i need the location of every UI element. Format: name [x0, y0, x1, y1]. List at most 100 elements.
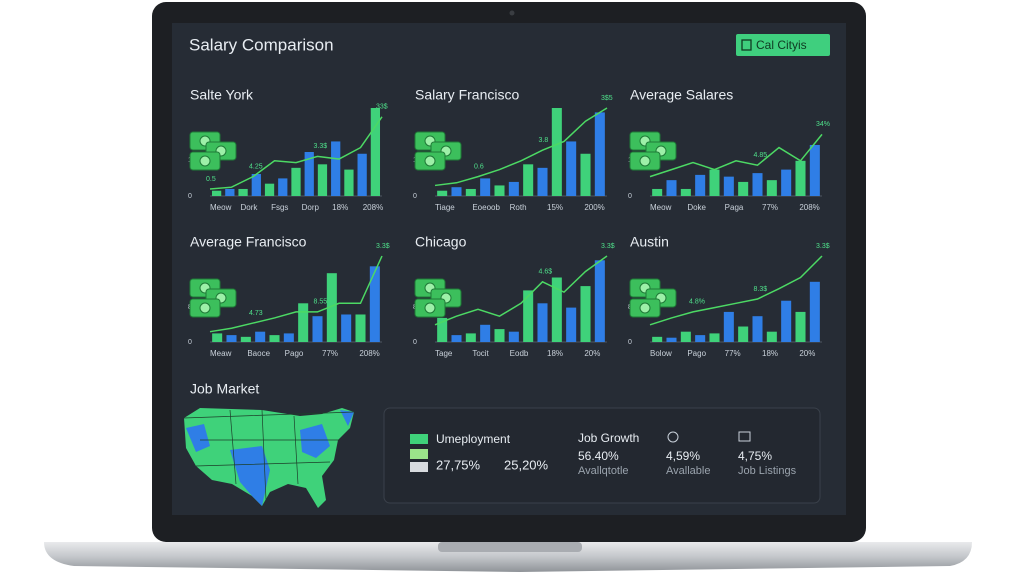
legend-swatch: [410, 449, 428, 459]
legend-swatch: [410, 434, 428, 444]
bar: [437, 190, 448, 196]
page-title: Salary Comparison: [189, 35, 334, 54]
city-button[interactable]: [736, 34, 830, 56]
line-annotation: 3.3$: [816, 243, 830, 250]
axis-label: 0: [628, 193, 632, 200]
category-label: 18%: [762, 349, 778, 358]
button-label[interactable]: Cal Cityis: [756, 38, 807, 52]
bar: [238, 188, 248, 196]
bar: [752, 316, 763, 342]
panel-title: Salary Francisco: [415, 87, 519, 103]
line-annotation: 3.3$: [601, 243, 615, 250]
button-icon: [741, 39, 752, 51]
bar: [709, 333, 720, 342]
us-map: [183, 408, 355, 508]
bar: [523, 164, 534, 196]
bar: [480, 178, 491, 196]
stats-card: [383, 407, 821, 504]
line-annotation: 8.3$: [754, 286, 768, 293]
line-annotation: 3.3$: [376, 243, 390, 250]
category-label: Roth: [510, 203, 527, 212]
bar: [283, 333, 294, 342]
line-annotation: 3.3$: [314, 143, 328, 150]
category-label: 18%: [332, 203, 348, 212]
map-region: [230, 446, 270, 506]
category-label: 208%: [359, 349, 379, 358]
money-icon: [424, 302, 436, 314]
category-label: 208%: [799, 203, 819, 212]
bar: [795, 311, 806, 342]
stat-caption: Job Listings: [738, 465, 797, 477]
category-label: Fsgs: [271, 203, 288, 212]
section-title: Job Market: [190, 381, 259, 397]
bar: [465, 333, 476, 342]
category-label: Tocit: [472, 349, 489, 358]
bar: [255, 331, 266, 342]
bar: [781, 169, 792, 196]
line-annotation: 0.6: [474, 163, 484, 170]
bar: [537, 167, 548, 196]
stat-caption: Avallable: [666, 465, 710, 477]
category-label: 208%: [363, 203, 383, 212]
bar: [437, 317, 448, 342]
category-label: 15%: [547, 203, 563, 212]
bar: [551, 108, 562, 196]
legend-label: Umeployment: [436, 432, 511, 446]
bar: [537, 303, 548, 342]
category-label: Meaw: [210, 349, 232, 358]
category-label: Doke: [687, 203, 706, 212]
legend-swatch: [410, 462, 428, 472]
category-label: 20%: [584, 349, 600, 358]
map-region: [300, 424, 330, 458]
trend-line: [434, 255, 608, 326]
bar: [369, 266, 380, 342]
bar: [326, 273, 337, 342]
stat-value: 56.40%: [578, 449, 619, 463]
bar: [341, 314, 352, 342]
bar: [695, 174, 706, 196]
bar: [551, 277, 562, 342]
category-label: 20%: [799, 349, 815, 358]
line-annotation: 4.6$: [539, 269, 553, 276]
stat-value: 4,59%: [666, 449, 700, 463]
money-icon: [424, 155, 436, 167]
map-borders: [183, 409, 355, 501]
bar: [304, 152, 314, 196]
stat-icon: [738, 431, 751, 442]
axis-label: 0: [413, 339, 417, 346]
category-label: Pago: [285, 349, 304, 358]
laptop-base: [44, 542, 972, 572]
category-label: Paga: [725, 203, 744, 212]
line-annotation: 34%: [816, 121, 830, 128]
axis-label: 0: [188, 339, 192, 346]
category-label: Baoce: [247, 349, 270, 358]
axis-label: 0: [413, 193, 417, 200]
bar: [355, 314, 366, 342]
bar: [211, 190, 222, 196]
bar: [738, 181, 749, 196]
trackpad-notch: [438, 542, 582, 552]
bar: [709, 169, 720, 196]
bar: [344, 169, 354, 196]
bar: [766, 180, 777, 196]
bar: [317, 164, 328, 196]
bar: [666, 180, 677, 196]
bar: [312, 316, 323, 342]
line-annotation: 4.73: [249, 310, 263, 317]
category-label: 200%: [584, 203, 604, 212]
bar: [212, 333, 223, 342]
bar: [370, 108, 381, 196]
line-annotation: 33$: [376, 104, 388, 111]
stat-value: 27,75%: [436, 457, 481, 472]
category-label: 77%: [322, 349, 338, 358]
money-icon: [199, 302, 211, 314]
category-label: 77%: [762, 203, 778, 212]
bar: [580, 286, 591, 342]
bar: [226, 335, 237, 342]
bar: [269, 335, 280, 342]
bar: [795, 160, 806, 196]
category-label: Meow: [650, 203, 672, 212]
bar: [264, 183, 275, 196]
line-annotation: 0.5: [206, 176, 216, 183]
bar: [666, 337, 677, 342]
